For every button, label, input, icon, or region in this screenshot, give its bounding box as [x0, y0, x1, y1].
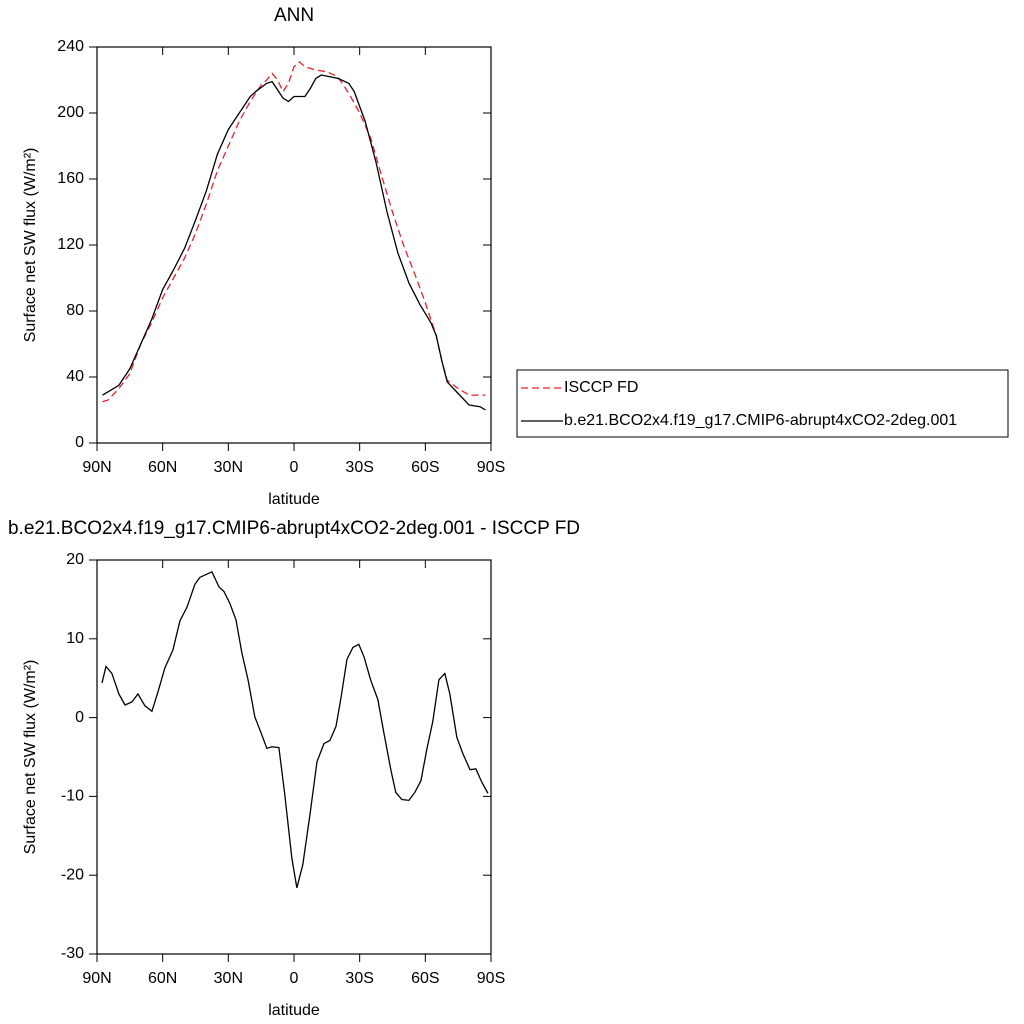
y-tick-label: 10 — [66, 630, 84, 647]
chart-title: b.e21.BCO2x4.f19_g17.CMIP6-abrupt4xCO2-2… — [8, 518, 580, 539]
y-tick-label: 40 — [66, 368, 84, 385]
y-tick-label: 120 — [57, 236, 84, 253]
data-line — [101, 570, 489, 888]
x-tick-label: 0 — [290, 459, 299, 476]
x-tick-label: 0 — [290, 970, 299, 987]
y-tick-label: -10 — [61, 788, 84, 805]
x-tick-label: 60S — [411, 970, 439, 987]
x-tick-label: 90N — [82, 970, 111, 987]
data-line — [102, 74, 486, 411]
y-tick-label: 20 — [66, 551, 84, 568]
data-line — [102, 60, 486, 403]
y-axis-label: Surface net SW flux (W/m²) — [22, 660, 39, 855]
y-tick-label: 160 — [57, 170, 84, 187]
chart-title: ANN — [274, 5, 314, 26]
x-tick-label: 30N — [214, 970, 243, 987]
plot-frame — [96, 46, 492, 444]
plot-frame — [96, 559, 492, 955]
y-tick-label: 240 — [57, 38, 84, 55]
x-axis-label: latitude — [268, 1002, 320, 1019]
y-tick-label: 0 — [75, 434, 84, 451]
x-tick-label: 60N — [148, 459, 177, 476]
legend-box — [516, 369, 1009, 438]
y-tick-label: 0 — [75, 709, 84, 726]
y-tick-label: 200 — [57, 104, 84, 121]
y-tick-label: -30 — [61, 945, 84, 962]
x-tick-label: 90S — [477, 459, 505, 476]
y-tick-label: 80 — [66, 302, 84, 319]
x-tick-label: 60N — [148, 970, 177, 987]
x-tick-label: 30N — [214, 459, 243, 476]
x-tick-label: 90S — [477, 970, 505, 987]
y-tick-label: -20 — [61, 866, 84, 883]
x-tick-label: 60S — [411, 459, 439, 476]
legend-label: ISCCP FD — [564, 379, 638, 396]
legend-label: b.e21.BCO2x4.f19_g17.CMIP6-abrupt4xCO2-2… — [564, 412, 957, 429]
x-axis-label: latitude — [268, 491, 320, 508]
x-tick-label: 90N — [82, 459, 111, 476]
y-axis-label: Surface net SW flux (W/m²) — [22, 148, 39, 343]
x-tick-label: 30S — [345, 459, 373, 476]
x-tick-label: 30S — [345, 970, 373, 987]
